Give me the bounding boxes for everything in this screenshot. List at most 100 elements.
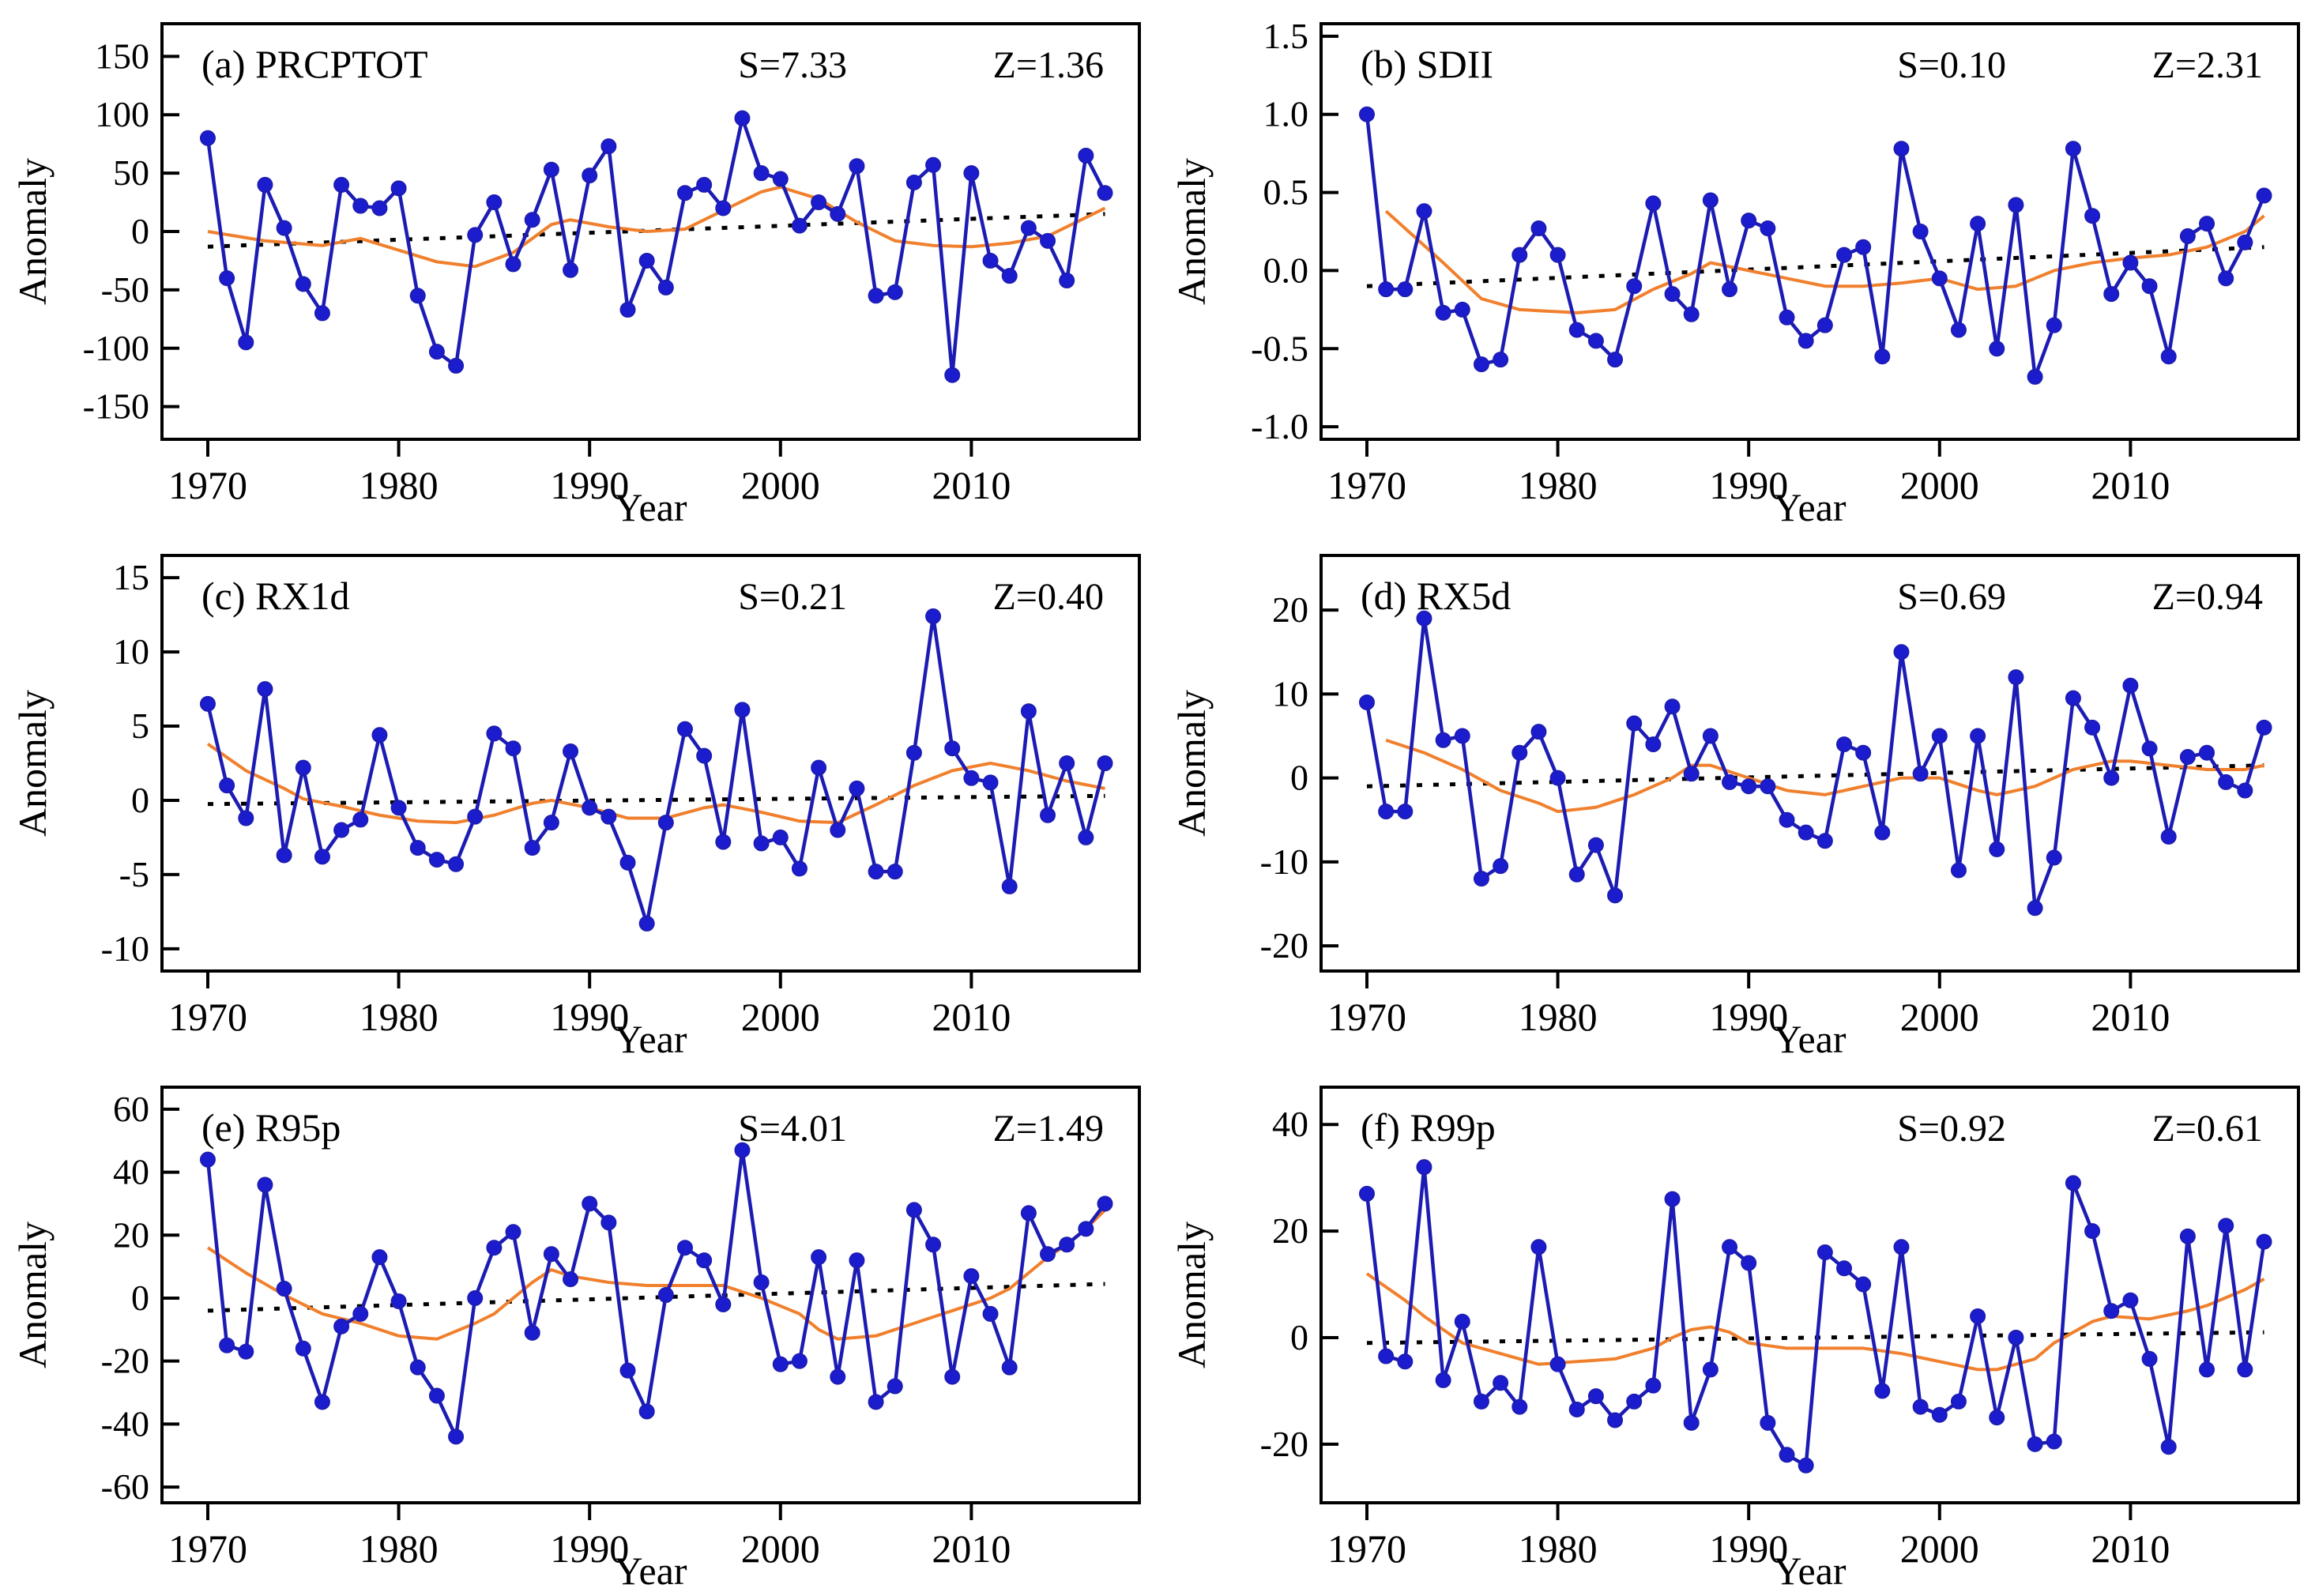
anomaly-series-line <box>205 614 1107 926</box>
data-point-marker <box>753 165 770 182</box>
data-point-marker <box>715 1296 732 1312</box>
data-point-marker <box>2179 749 2196 766</box>
data-point-marker <box>963 770 980 786</box>
data-point-marker <box>582 1195 598 1212</box>
data-point-marker <box>2160 348 2177 365</box>
data-point-marker <box>849 158 865 175</box>
y-tick-label: 150 <box>95 36 149 76</box>
data-point-marker <box>925 1237 942 1253</box>
data-point-marker <box>791 1353 808 1369</box>
data-point-marker <box>696 176 713 193</box>
chart-svg-b: 1.5 1.0 0.5 0.0 -0.5 -1.0 1970 1980 1990 2000 2010… <box>1169 16 2300 529</box>
stat-z-value: Z=0.40 <box>993 576 1104 618</box>
data-point-marker <box>486 1240 503 1256</box>
plot-frame <box>160 22 1141 441</box>
data-point-marker <box>1397 1353 1414 1370</box>
data-point-marker <box>2008 197 2024 213</box>
data-point-marker <box>1989 341 2005 357</box>
chart-svg-c: 15 10 5 0 -5 -10 1970 1980 1990 2000 2010 (c) RX1d S… <box>10 554 1141 1061</box>
data-point-marker <box>448 1428 465 1445</box>
data-point-marker <box>1473 871 1489 887</box>
data-point-marker <box>505 1224 521 1240</box>
data-point-marker <box>696 1252 713 1269</box>
trend-line <box>1366 763 2264 789</box>
data-point-marker <box>352 811 369 828</box>
data-point-marker <box>333 1318 350 1334</box>
data-point-marker <box>1397 281 1414 298</box>
y-tick-label: 0 <box>1290 758 1308 798</box>
data-point-marker <box>428 344 445 360</box>
data-point-marker <box>582 800 598 816</box>
data-point-marker <box>1020 220 1037 236</box>
data-point-marker <box>2027 368 2043 385</box>
data-point-marker <box>1001 1359 1018 1376</box>
data-point-marker <box>676 1240 693 1256</box>
data-point-marker <box>1855 239 1872 255</box>
data-point-marker <box>868 1394 884 1410</box>
data-point-marker <box>1473 356 1489 373</box>
data-point-marker <box>1416 1159 1432 1176</box>
data-point-marker <box>428 1387 445 1404</box>
panel-title: (f) R99p <box>1361 1105 1496 1150</box>
stat-z-value: Z=2.31 <box>2152 44 2263 86</box>
smoothed-series-line <box>206 742 1105 825</box>
data-point-marker <box>1893 644 1910 661</box>
data-point-marker <box>2103 770 2120 786</box>
y-tick-label: 0 <box>1290 1317 1308 1357</box>
data-point-marker <box>1059 273 1075 289</box>
data-point-marker <box>1358 694 1375 710</box>
data-point-marker <box>2046 1433 2062 1450</box>
stat-s-value: S=0.10 <box>1897 44 2006 86</box>
data-point-marker <box>1664 698 1681 715</box>
x-tick-label: 1990 <box>1709 1526 1788 1571</box>
data-point-marker <box>887 1378 903 1395</box>
data-point-marker <box>1950 862 1967 879</box>
data-point-marker <box>1798 333 1814 349</box>
data-point-marker <box>1683 306 1700 322</box>
data-point-marker <box>1874 824 1891 841</box>
stat-s-value: S=0.69 <box>1897 576 2006 618</box>
stat-z-value: Z=1.49 <box>993 1108 1104 1150</box>
data-point-marker <box>1454 728 1470 744</box>
stat-z-value: Z=1.36 <box>993 44 1104 86</box>
stat-z-value: Z=0.61 <box>2152 1108 2263 1150</box>
x-tick-label: 1990 <box>550 1526 629 1571</box>
panel-f-r99p: 40 20 0 -20 1970 1980 1990 2000 2010 (f) R99p S=0.… <box>1159 1063 2319 1595</box>
data-point-marker <box>371 727 388 743</box>
data-point-marker <box>314 849 330 865</box>
anomaly-series-line <box>1365 114 2266 379</box>
data-point-marker <box>734 110 751 126</box>
data-point-marker <box>563 743 579 759</box>
data-point-marker <box>1358 1185 1375 1202</box>
data-point-marker <box>1549 770 1566 786</box>
data-point-marker <box>219 270 235 287</box>
data-point-marker <box>2141 1350 2158 1367</box>
y-tick-label: 10 <box>113 631 149 672</box>
data-point-marker <box>2027 1436 2043 1452</box>
data-point-marker <box>1097 1195 1113 1212</box>
x-tick-label: 2010 <box>932 463 1011 507</box>
y-tick-label: -40 <box>101 1403 149 1444</box>
data-point-marker <box>1702 728 1719 744</box>
data-point-marker <box>524 212 540 228</box>
data-point-marker <box>905 1202 922 1218</box>
data-point-marker <box>390 800 407 816</box>
x-tick-label: 2010 <box>932 995 1011 1039</box>
data-point-marker <box>1722 281 1738 298</box>
y-tick-label: -1.0 <box>1251 406 1308 446</box>
x-tick-label: 1970 <box>168 1526 247 1571</box>
data-point-marker <box>352 198 369 214</box>
x-tick-label: 2010 <box>932 1526 1011 1571</box>
data-point-marker <box>1078 829 1094 845</box>
data-point-marker <box>1078 147 1094 164</box>
x-tick-label: 1990 <box>550 463 629 507</box>
data-point-marker <box>276 847 292 864</box>
data-point-marker <box>1912 766 1929 782</box>
data-point-marker <box>1416 203 1432 220</box>
panel-title: (e) R95p <box>201 1105 341 1150</box>
data-point-marker <box>830 1368 846 1385</box>
data-point-marker <box>1607 352 1624 368</box>
y-tick-label: 20 <box>113 1214 149 1255</box>
data-point-marker <box>982 1305 999 1322</box>
y-tick-label: 0 <box>131 211 149 251</box>
